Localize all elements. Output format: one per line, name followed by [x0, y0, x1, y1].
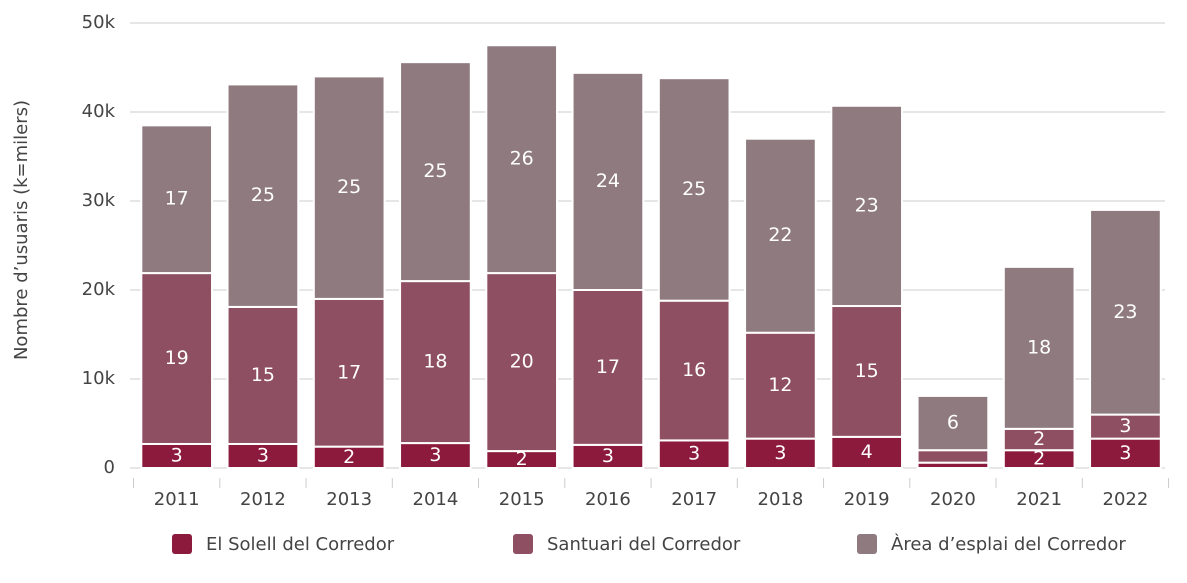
data-label: 17 — [596, 356, 620, 378]
data-label: 15 — [251, 364, 275, 386]
data-label: 12 — [768, 374, 792, 396]
data-label: 20 — [510, 351, 534, 373]
bar-segment — [140, 272, 214, 445]
x-tick-label: 2022 — [1103, 489, 1149, 510]
bar-segment — [226, 442, 300, 470]
bar-segment — [399, 61, 472, 283]
data-label: 15 — [855, 360, 879, 382]
data-label: 4 — [861, 441, 873, 463]
legend-label: Àrea d’esplai del Corredor — [891, 533, 1126, 555]
bar-segment — [571, 289, 645, 446]
bar-segment — [226, 305, 300, 445]
x-tick-label: 2021 — [1016, 489, 1062, 510]
x-tick-label: 2014 — [413, 489, 459, 510]
legend-swatch — [857, 534, 877, 554]
y-axis-title: Nombre d’usuaris (k=milers) — [11, 100, 32, 360]
bar-segment — [1002, 265, 1076, 430]
data-label: 3 — [602, 445, 614, 467]
bar-segment — [657, 77, 731, 302]
data-label: 3 — [1119, 415, 1131, 437]
x-tick-label: 2016 — [585, 489, 631, 510]
data-label: 23 — [1113, 301, 1137, 323]
bar-segment — [830, 435, 904, 470]
bar-segment — [916, 449, 990, 464]
x-tick-label: 2012 — [240, 489, 286, 510]
y-tick-label: 20k — [82, 279, 116, 300]
data-label: 19 — [165, 347, 189, 369]
data-label: 18 — [1027, 336, 1051, 358]
legend-swatch — [172, 534, 192, 554]
x-tick-label: 2017 — [671, 489, 717, 510]
y-tick-label: 10k — [82, 368, 116, 389]
bar-segment — [485, 44, 559, 275]
bar-segment — [312, 75, 386, 300]
data-label: 25 — [423, 160, 447, 182]
y-tick-label: 50k — [82, 12, 116, 33]
legend-label: El Solell del Corredor — [206, 534, 395, 555]
bar-segment — [744, 137, 817, 334]
data-label: 18 — [423, 351, 447, 373]
bar-segment — [226, 83, 300, 308]
x-tick-label: 2015 — [499, 489, 545, 510]
data-label: 25 — [682, 178, 706, 200]
bar-segment — [830, 305, 904, 438]
bar-segment — [140, 124, 214, 275]
legend-label: Santuari del Corredor — [547, 534, 741, 555]
bar-segment — [657, 439, 731, 470]
bar-segment — [830, 104, 904, 308]
legend-swatch — [513, 534, 533, 554]
bar-segment — [916, 394, 990, 452]
bar-segment — [744, 437, 817, 470]
data-label: 25 — [251, 184, 275, 206]
data-label: 23 — [855, 194, 879, 216]
data-label: 6 — [947, 412, 959, 434]
bar-segment — [1089, 437, 1162, 470]
data-label: 2 — [516, 448, 528, 470]
y-tick-label: 30k — [82, 190, 116, 211]
data-label: 25 — [337, 176, 361, 198]
bar-segment — [571, 71, 645, 291]
data-label: 2 — [343, 446, 355, 468]
x-tick-label: 2019 — [844, 489, 890, 510]
data-label: 3 — [688, 443, 700, 465]
x-tick-label: 2013 — [326, 489, 372, 510]
y-tick-label: 0 — [104, 457, 115, 478]
data-label: 3 — [171, 444, 183, 466]
data-label: 16 — [682, 359, 706, 381]
data-label: 17 — [337, 361, 361, 383]
bar-segment — [1089, 208, 1162, 416]
x-tick-label: 2011 — [154, 489, 200, 510]
data-label: 2 — [1033, 428, 1045, 450]
bar-segment — [485, 272, 559, 453]
x-tick-label: 2020 — [930, 489, 976, 510]
data-label: 26 — [510, 148, 534, 170]
bar-segment — [312, 297, 386, 448]
data-label: 2 — [1033, 448, 1045, 470]
data-label: 3 — [429, 444, 441, 466]
data-label: 22 — [768, 224, 792, 246]
data-label: 24 — [596, 170, 620, 192]
data-label: 17 — [165, 188, 189, 210]
data-label: 3 — [774, 442, 786, 464]
y-tick-label: 40k — [82, 101, 116, 122]
data-label: 3 — [1119, 442, 1131, 464]
data-label: 3 — [257, 444, 269, 466]
bar-segment — [744, 331, 817, 440]
x-tick-label: 2018 — [758, 489, 804, 510]
